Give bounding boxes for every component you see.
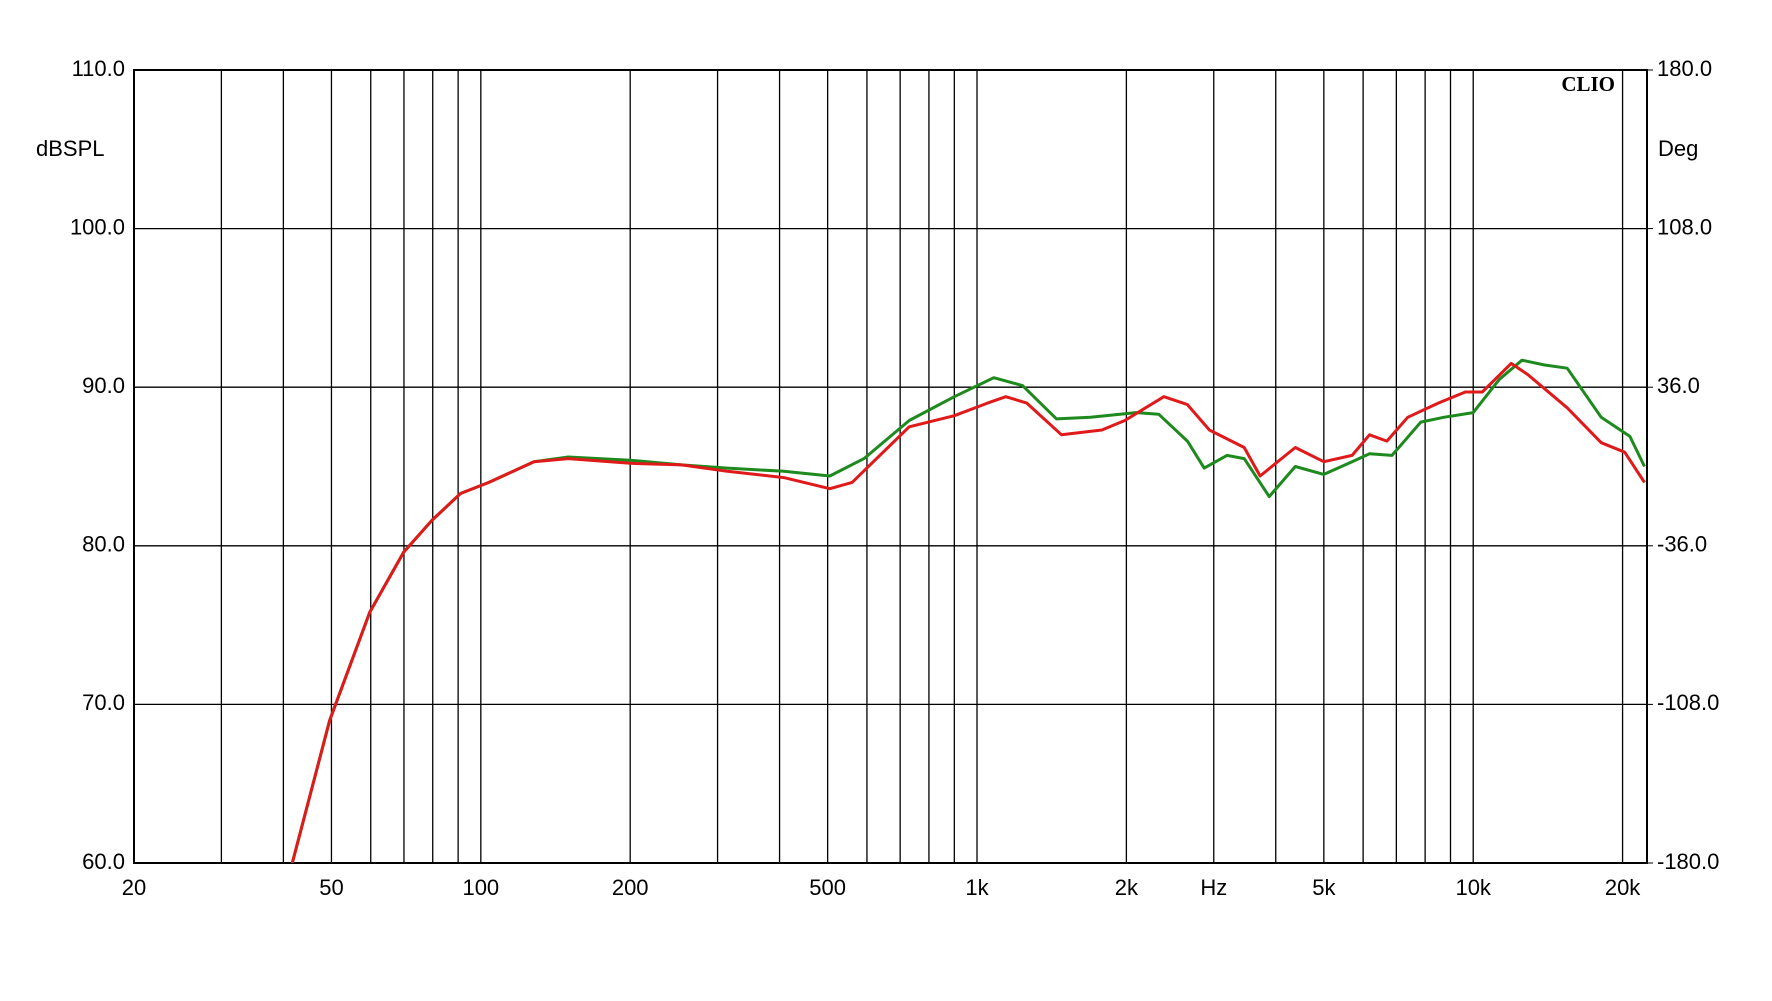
y-tick-label: 70.0 [82,690,125,715]
plot-frame [133,69,1648,864]
y-tick-label: 60.0 [82,849,125,874]
x-tick-label: 200 [612,875,649,900]
y2-axis-label: Deg [1658,136,1698,161]
y2-tick-label: 108.0 [1657,214,1712,239]
series-line [290,358,1646,863]
x-tick-label: 20 [122,875,146,900]
x-tick-label: Hz [1200,875,1227,900]
y-tick-label: 110.0 [72,56,125,81]
y-tick-label: 80.0 [82,532,125,557]
y2-tick-label: -36.0 [1657,532,1707,557]
x-tick-label: 1k [965,875,989,900]
y2-tick-label: 36.0 [1657,373,1700,398]
x-tick-label: 100 [462,875,499,900]
x-tick-label: 2k [1115,875,1139,900]
series-line [290,361,1646,863]
y2-tick-label: -108.0 [1657,690,1719,715]
y-tick-label: 100.0 [70,214,125,239]
x-tick-label: 20k [1605,875,1641,900]
y-axis-label: dBSPL [36,136,105,161]
y2-tick-label: -180.0 [1657,849,1719,874]
x-tick-label: 10k [1455,875,1491,900]
y-tick-label: 90.0 [82,373,125,398]
annotation: CLIO [1561,72,1615,96]
x-tick-label: 5k [1312,875,1336,900]
y2-tick-label: 180.0 [1657,56,1712,81]
x-tick-label: 50 [319,875,343,900]
x-tick-label: 500 [809,875,846,900]
